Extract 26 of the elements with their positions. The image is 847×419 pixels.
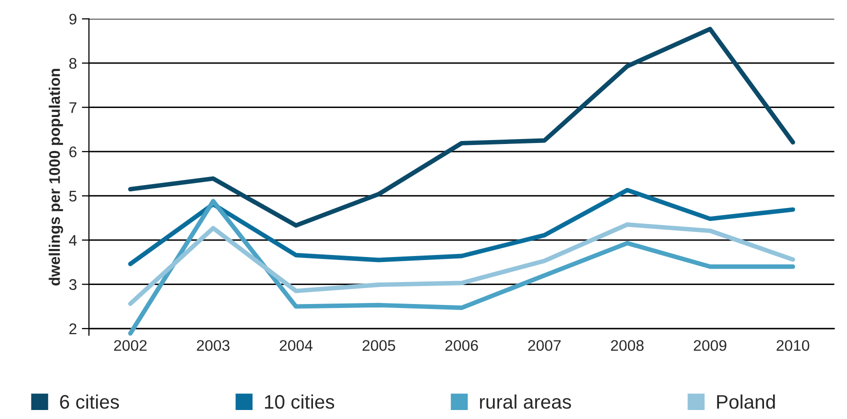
- y-tick-label: 5: [69, 190, 76, 202]
- legend-label: 6 cities: [60, 394, 119, 409]
- x-tick-label: 2004: [280, 340, 313, 351]
- x-tick-label: 2007: [528, 340, 561, 351]
- x-tick-label: 2008: [611, 340, 644, 351]
- x-tick-label: 2006: [445, 340, 478, 351]
- line-series: [128, 26, 796, 228]
- y-tick-label: 8: [69, 58, 76, 69]
- y-tick-label: 9: [69, 14, 76, 25]
- x-tick-label: 2010: [776, 340, 810, 351]
- legend-label: 10 cities: [265, 394, 334, 409]
- x-tick-label: 2003: [196, 340, 230, 351]
- y-tick-label: 2: [69, 323, 76, 334]
- y-tick-label: 6: [69, 146, 76, 158]
- x-tick-label: 2005: [362, 340, 396, 351]
- line-series: [128, 188, 796, 266]
- y-tick-label: 7: [69, 102, 76, 113]
- legend-label: Poland: [717, 394, 775, 409]
- y-tick-label: 3: [69, 279, 76, 290]
- line-series: [128, 222, 796, 306]
- y-tick-label: 4: [68, 235, 77, 246]
- legend-label: rural areas: [480, 394, 571, 409]
- y-axis-title: dwellings per 1000 population: [48, 68, 64, 286]
- x-tick-label: 2002: [114, 340, 147, 351]
- x-tick-label: 2009: [694, 340, 726, 351]
- line-series: [128, 198, 796, 336]
